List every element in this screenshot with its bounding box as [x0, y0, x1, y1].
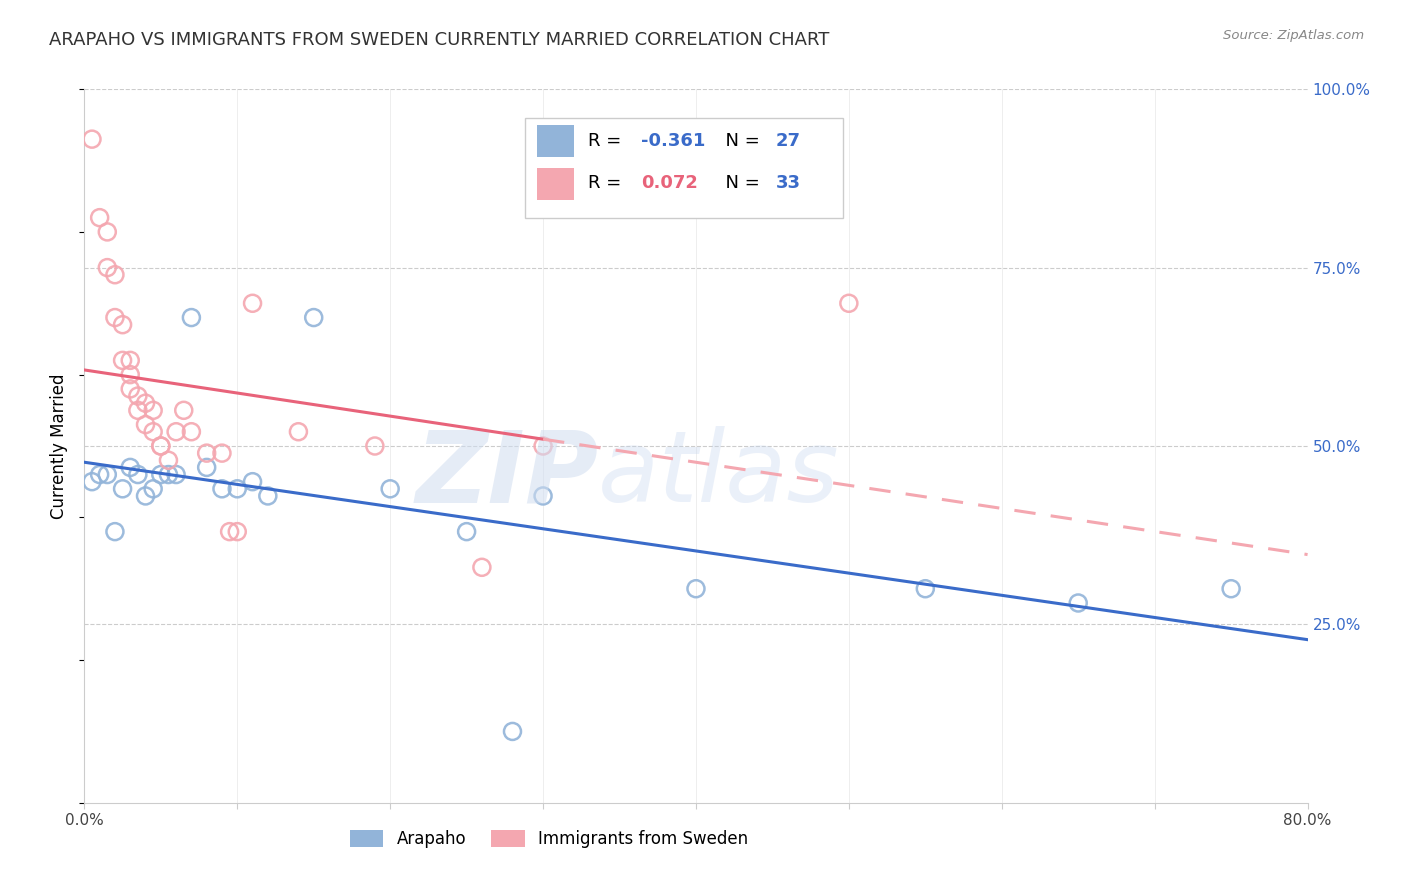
- Point: [120, 368, 142, 382]
- Point: [135, 396, 157, 410]
- Point: [104, 524, 127, 539]
- Point: [142, 482, 165, 496]
- Point: [380, 482, 402, 496]
- Text: ZIP: ZIP: [415, 426, 598, 523]
- Point: [211, 482, 233, 496]
- Point: [111, 318, 134, 332]
- Point: [96, 260, 118, 275]
- Point: [173, 403, 195, 417]
- Point: [96, 467, 118, 482]
- Point: [80, 132, 103, 146]
- Point: [157, 453, 180, 467]
- Point: [211, 446, 233, 460]
- Point: [302, 310, 325, 325]
- Point: [242, 475, 264, 489]
- Point: [685, 582, 707, 596]
- Point: [165, 467, 187, 482]
- Point: [111, 482, 134, 496]
- Point: [531, 489, 554, 503]
- Point: [226, 524, 249, 539]
- Point: [180, 425, 202, 439]
- Text: -0.361: -0.361: [641, 132, 706, 150]
- Point: [456, 524, 478, 539]
- Bar: [537, 168, 574, 200]
- Text: ARAPAHO VS IMMIGRANTS FROM SWEDEN CURRENTLY MARRIED CORRELATION CHART: ARAPAHO VS IMMIGRANTS FROM SWEDEN CURREN…: [49, 31, 830, 49]
- Text: R =: R =: [588, 175, 627, 193]
- Point: [1220, 582, 1243, 596]
- Legend: Arapaho, Immigrants from Sweden: Arapaho, Immigrants from Sweden: [343, 823, 755, 855]
- Text: N =: N =: [714, 175, 766, 193]
- Point: [195, 446, 218, 460]
- Point: [531, 439, 554, 453]
- Point: [120, 353, 142, 368]
- Point: [120, 382, 142, 396]
- Point: [142, 403, 165, 417]
- Point: [135, 489, 157, 503]
- Point: [96, 225, 118, 239]
- Point: [287, 425, 309, 439]
- Text: 33: 33: [776, 175, 800, 193]
- Point: [104, 310, 127, 325]
- Point: [471, 560, 494, 574]
- FancyBboxPatch shape: [524, 118, 842, 218]
- Text: R =: R =: [588, 132, 627, 150]
- Point: [127, 403, 149, 417]
- Point: [89, 467, 111, 482]
- Point: [1067, 596, 1090, 610]
- Point: [149, 439, 172, 453]
- Point: [914, 582, 936, 596]
- Text: Source: ZipAtlas.com: Source: ZipAtlas.com: [1223, 29, 1364, 42]
- Point: [120, 460, 142, 475]
- Point: [149, 439, 172, 453]
- Point: [838, 296, 860, 310]
- Point: [142, 425, 165, 439]
- Point: [111, 353, 134, 368]
- Point: [226, 482, 249, 496]
- Point: [257, 489, 280, 503]
- Y-axis label: Currently Married: Currently Married: [51, 373, 69, 519]
- Point: [80, 475, 103, 489]
- Text: N =: N =: [714, 132, 766, 150]
- Point: [195, 460, 218, 475]
- Point: [149, 467, 172, 482]
- Point: [104, 268, 127, 282]
- Point: [127, 389, 149, 403]
- Point: [242, 296, 264, 310]
- Point: [218, 524, 240, 539]
- Text: 27: 27: [776, 132, 800, 150]
- Point: [127, 467, 149, 482]
- Point: [180, 310, 202, 325]
- Point: [157, 467, 180, 482]
- Point: [502, 724, 524, 739]
- Bar: [537, 125, 574, 157]
- Text: 0.072: 0.072: [641, 175, 697, 193]
- Point: [89, 211, 111, 225]
- Point: [364, 439, 387, 453]
- Point: [135, 417, 157, 432]
- Point: [165, 425, 187, 439]
- Text: atlas: atlas: [598, 426, 839, 523]
